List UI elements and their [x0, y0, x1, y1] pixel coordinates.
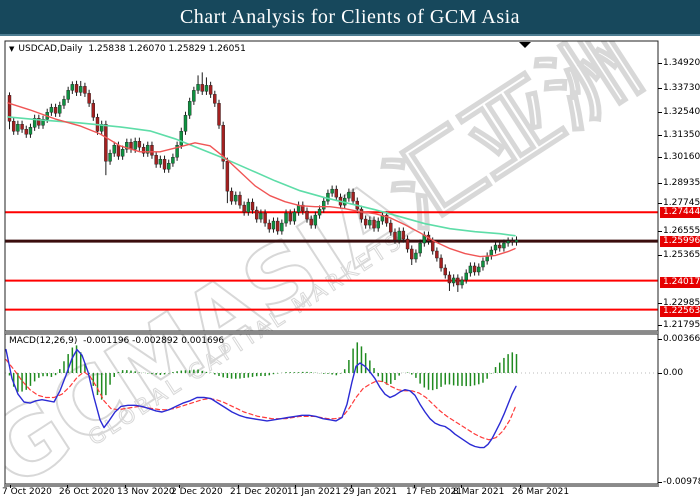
price-tick-mark: [658, 88, 662, 89]
date-label: 17 Feb 2021: [406, 487, 463, 497]
macd-panel: [5, 342, 658, 449]
candlestick-series: [7, 72, 519, 292]
date-label: 13 Nov 2020: [117, 487, 175, 497]
date-label: 26 Oct 2020: [59, 487, 115, 497]
symbol-quote-values: 1.25838 1.26070 1.25829 1.26051: [88, 44, 246, 54]
price-tick-mark: [658, 183, 662, 184]
price-tick-label: 1.30160: [663, 152, 700, 162]
macd-label: MACD(12,26,9): [9, 336, 78, 346]
date-label: 29 Jan 2021: [343, 487, 397, 497]
macd-indicator-header: MACD(12,26,9) -0.001196 -0.002892 0.0016…: [9, 336, 224, 346]
date-tick-mark: [238, 485, 239, 488]
price-level-flag[interactable]: 1.22563: [660, 306, 700, 317]
date-label: 21 Dec 2020: [230, 487, 288, 497]
date-label: 2 Dec 2020: [171, 487, 223, 497]
price-level-flag[interactable]: 1.25996: [660, 236, 700, 247]
macd-tick-mark: [658, 339, 662, 340]
ma-slow-line: [7, 116, 516, 237]
page-title: Chart Analysis for Clients of GCM Asia: [179, 5, 521, 28]
macd-signal-line: [5, 359, 517, 441]
price-tick-label: 1.33730: [663, 83, 700, 93]
symbol-dropdown-icon[interactable]: ▼: [9, 45, 15, 53]
price-tick-label: 1.27745: [663, 198, 700, 208]
macd-tick-mark: [658, 482, 662, 483]
price-tick-mark: [658, 231, 662, 232]
macd-tick-mark: [658, 373, 662, 374]
date-tick-mark: [351, 485, 352, 488]
price-tick-label: 1.28935: [663, 178, 700, 188]
date-tick-mark: [125, 485, 126, 488]
macd-values: -0.001196 -0.002892 0.001696: [83, 336, 225, 346]
date-label: 26 Mar 2021: [512, 487, 570, 497]
macd-main-line: [5, 348, 517, 449]
price-tick-mark: [658, 203, 662, 204]
price-tick-label: 1.34920: [663, 58, 700, 68]
price-tick-mark: [658, 325, 662, 326]
price-tick-mark: [658, 255, 662, 256]
date-tick-mark: [461, 485, 462, 488]
price-tick-label: 1.22985: [663, 298, 700, 308]
price-tick-mark: [658, 112, 662, 113]
price-tick-mark: [658, 63, 662, 64]
macd-axis[interactable]: [658, 334, 700, 484]
date-tick-mark: [520, 485, 521, 488]
price-level-flag[interactable]: 1.27444: [660, 207, 700, 218]
macd-tick-label: -0.009784: [663, 477, 700, 487]
ma-fast-line: [7, 102, 516, 258]
date-tick-mark: [414, 485, 415, 488]
price-tick-mark: [658, 303, 662, 304]
date-label: 8 Mar 2021: [453, 487, 505, 497]
chart-shift-marker[interactable]: [519, 42, 531, 48]
date-label: 7 Oct 2020: [2, 487, 52, 497]
symbol-ohlc-header: ▼ USDCAD,Daily 1.25838 1.26070 1.25829 1.…: [9, 44, 246, 54]
price-tick-label: 1.21795: [663, 320, 700, 330]
price-tick-label: 1.31350: [663, 130, 700, 140]
price-tick-label: 1.26555: [663, 226, 700, 236]
price-level-flag[interactable]: 1.24017: [660, 277, 700, 288]
price-tick-label: 1.25365: [663, 250, 700, 260]
date-tick-mark: [179, 485, 180, 488]
price-tick-mark: [658, 135, 662, 136]
date-label: 11 Jan 2021: [287, 487, 341, 497]
title-banner: Chart Analysis for Clients of GCM Asia: [0, 0, 700, 36]
macd-tick-label: 0.00: [663, 368, 684, 378]
price-tick-label: 1.32540: [663, 107, 700, 117]
symbol-name: USDCAD,Daily: [18, 44, 83, 54]
price-tick-mark: [658, 157, 662, 158]
panel-divider[interactable]: [4, 331, 659, 334]
macd-tick-label: 0.003664: [663, 334, 700, 344]
date-tick-mark: [67, 485, 68, 488]
date-tick-mark: [10, 485, 11, 488]
date-tick-mark: [295, 485, 296, 488]
